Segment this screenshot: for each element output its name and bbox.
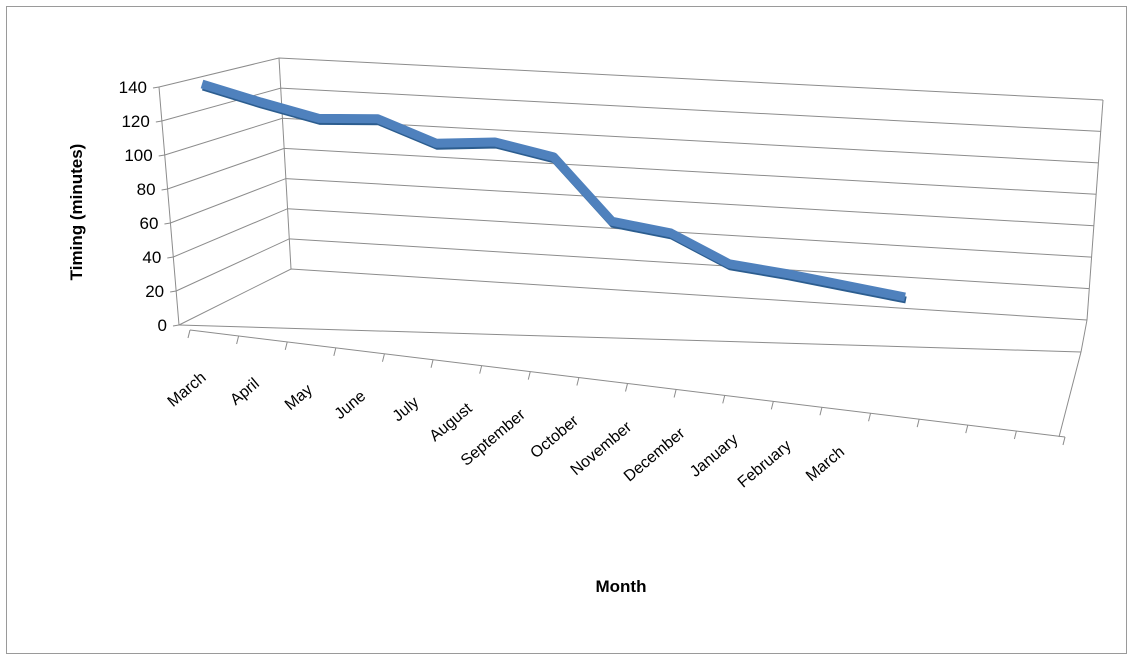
x-tick	[625, 383, 628, 392]
gridline	[175, 238, 1090, 292]
x-tick	[236, 335, 240, 345]
x-tick	[673, 389, 677, 398]
gridline	[170, 178, 1094, 227]
y-tick-label: 20	[145, 282, 164, 301]
x-tick-label: March	[165, 369, 210, 411]
y-tick	[161, 188, 168, 191]
series	[200, 79, 907, 304]
x-tick	[381, 353, 385, 362]
x-tick-label: August	[426, 400, 476, 445]
x-tick	[479, 365, 483, 374]
y-tick	[158, 154, 165, 157]
gridline	[158, 57, 1104, 101]
x-tick	[1013, 430, 1017, 440]
x-tick	[1062, 436, 1066, 446]
x-tick	[965, 424, 969, 434]
y-tick-label: 40	[142, 248, 161, 267]
x-tick-label: January	[687, 431, 742, 481]
x-tick	[187, 329, 191, 339]
y-tick-label: 120	[121, 112, 149, 131]
y-tick	[164, 222, 171, 225]
x-tick	[819, 407, 823, 416]
x-tick-label: June	[332, 388, 370, 423]
x-tick-label: February	[735, 437, 795, 491]
floor-front-edge	[178, 324, 1082, 353]
back-left-edge	[278, 57, 292, 270]
axes	[152, 57, 1104, 446]
x-tick	[770, 401, 774, 410]
chart-frame: 0 20 40 60 80 100 120 140 March April May June July A…	[6, 6, 1127, 654]
y-tick-label: 60	[140, 214, 159, 233]
y-tick-label: 80	[137, 180, 156, 199]
x-tick	[916, 419, 920, 428]
gridlines	[158, 57, 1104, 326]
x-axis-title: Month	[596, 577, 647, 596]
front-right-edge	[1058, 351, 1082, 438]
gridline	[178, 268, 1088, 326]
y-tick	[172, 324, 180, 327]
x-tick-label: March	[803, 443, 848, 485]
y-tick	[152, 86, 160, 89]
y-tick	[170, 290, 177, 293]
x-tick-label: October	[527, 412, 582, 462]
gridline	[164, 117, 1099, 164]
x-tick	[527, 371, 531, 380]
line-chart: 0 20 40 60 80 100 120 140 March April May June July A…	[67, 57, 1104, 596]
x-tick	[576, 377, 580, 386]
x-tick-label: April	[227, 375, 262, 409]
y-tick-label: 0	[158, 316, 167, 335]
x-tick-label: May	[282, 381, 316, 413]
x-tick	[722, 395, 726, 404]
x-tick	[868, 413, 872, 422]
x-tick-label: July	[390, 394, 423, 425]
y-tick	[167, 256, 174, 259]
back-right-edge	[1086, 99, 1104, 321]
y-tick-label: 100	[124, 146, 152, 165]
gridline	[173, 208, 1092, 258]
y-tick	[155, 120, 162, 123]
x-axis-line	[189, 329, 1066, 438]
x-tick	[430, 359, 434, 368]
y-axis-line	[158, 86, 180, 326]
y-axis-title: Timing (minutes)	[67, 144, 86, 281]
floor-right-edge	[1080, 319, 1088, 353]
y-tick-label: 140	[119, 78, 147, 97]
x-tick	[284, 341, 288, 351]
x-tick	[333, 347, 337, 356]
